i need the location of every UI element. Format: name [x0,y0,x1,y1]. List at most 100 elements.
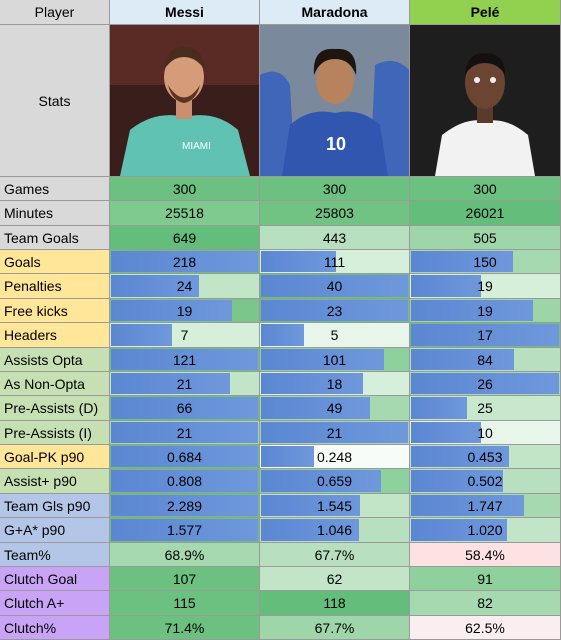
cell-value: 21 [176,375,193,392]
value-cell: 71.4% [110,616,260,640]
value-cell: 443 [260,226,410,250]
value-cell: 0.684 [110,445,260,469]
value-cell: 82 [410,591,561,616]
value-cell: 1.577 [110,518,260,543]
data-bar [411,373,559,394]
row-label: Assists Opta [4,351,83,368]
cell-value: 68.9% [164,546,205,563]
cell-value: 1.747 [467,497,503,514]
value-cell: 1.046 [260,518,410,543]
cell-value: 150 [473,253,497,270]
cell-value: 0.248 [316,448,353,465]
value-cell: 62 [260,567,410,591]
row-label-cell: Free kicks [0,299,110,323]
data-bar [261,373,363,394]
data-bar [111,495,258,516]
cell-value: 18 [326,375,343,392]
cell-value: 101 [322,351,347,368]
cell-value: 24 [176,278,193,294]
cell-value: 118 [323,595,346,611]
row-label: Penalties [4,278,62,294]
cell-value: 26021 [465,205,505,221]
value-cell: 218 [110,250,260,274]
cell-value: 115 [173,595,196,611]
row-label-cell: Team Goals [0,226,110,250]
data-bar [111,349,258,370]
data-bar [111,324,172,346]
value-cell: 0.248 [260,445,410,469]
column-header: Pelé [410,0,561,25]
data-bar [261,300,408,321]
cell-value: 91 [477,570,493,587]
cell-value: 505 [473,229,497,246]
cell-value: 5 [330,327,339,343]
value-cell: 5 [260,323,410,348]
row-label-cell: Team Gls p90 [0,494,110,518]
row-label: Goal-PK p90 [4,448,85,465]
row-label-cell: Minutes [0,201,110,226]
cell-value: 49 [326,400,343,416]
value-cell: 101 [260,348,410,372]
data-bar [111,470,258,492]
row-label-cell: Clutch Goal [0,567,110,591]
data-bar [111,275,200,297]
value-cell: 7 [110,323,260,348]
cell-value: 23 [326,302,343,319]
data-bar [111,446,258,467]
value-cell: 150 [410,250,561,274]
data-bar [411,324,559,346]
cell-value: 62 [326,570,343,587]
cell-value: 71.4% [164,619,205,636]
stats-text: Stats [38,92,71,109]
header-text: Messi [165,4,204,20]
row-label: Goals [4,253,41,270]
value-cell: 40 [260,274,410,299]
photo-cell [410,25,561,177]
value-cell: 18 [260,372,410,396]
cell-value: 21 [326,424,343,441]
cell-value: 82 [477,595,493,611]
cell-value: 19 [477,278,493,294]
value-cell: 0.808 [110,469,260,494]
data-bar [261,446,315,467]
cell-value: 67.7% [314,619,355,636]
cell-value: 58.4% [465,546,505,563]
value-cell: 68.9% [110,543,260,567]
row-label-cell: As Non-Opta [0,372,110,396]
row-label: Clutch Goal [4,570,78,587]
cell-value: 218 [172,253,197,270]
value-cell: 0.453 [410,445,561,469]
data-bar [261,251,336,272]
cell-value: 300 [172,180,197,197]
photo-cell: 10 [260,25,410,177]
row-label-cell: Clutch A+ [0,591,110,616]
row-label-cell: Goal-PK p90 [0,445,110,469]
value-cell: 21 [260,421,410,445]
cell-value: 10 [477,424,493,441]
data-bar [411,275,482,297]
data-bar [261,422,408,443]
data-bar [111,373,230,394]
row-label: Assist+ p90 [4,473,77,489]
cell-value: 1.020 [467,522,503,538]
value-cell: 649 [110,226,260,250]
row-label: Pre-Assists (D) [4,400,99,416]
data-bar [111,300,233,321]
value-cell: 67.7% [260,543,410,567]
value-cell: 1.020 [410,518,561,543]
cell-value: 66 [176,400,193,416]
cell-value: 17 [477,327,493,343]
value-cell: 26021 [410,201,561,226]
row-label-cell: Team% [0,543,110,567]
cell-value: 25803 [315,205,354,221]
value-cell: 21 [110,421,260,445]
cell-value: 26 [477,375,493,392]
value-cell: 23 [260,299,410,323]
data-bar [111,422,258,443]
row-label: Clutch A+ [4,595,65,611]
cell-value: 19 [477,302,493,319]
cell-value: 62.5% [465,619,505,636]
data-bar [261,324,305,346]
value-cell: 67.7% [260,616,410,640]
row-label-cell: Penalties [0,274,110,299]
